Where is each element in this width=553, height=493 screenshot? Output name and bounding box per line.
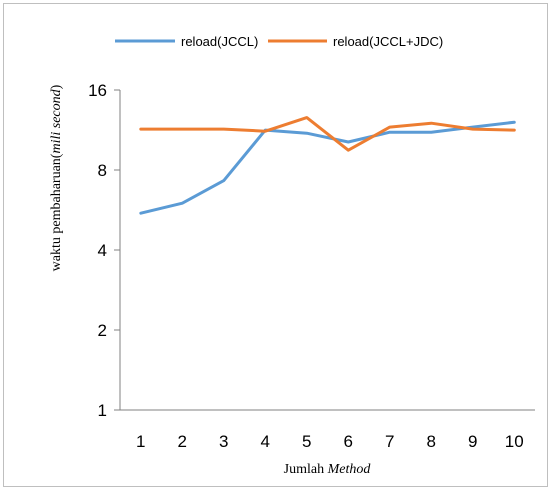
y-tick-label: 4 [98, 241, 107, 260]
y-axis-ticks: 1 2 4 8 16 [88, 81, 120, 420]
legend-label-reload-jccl-jdc: reload(JCCL+JDC) [333, 34, 443, 49]
series-lines [139, 116, 516, 215]
x-tick-label: 9 [468, 432, 477, 451]
x-tick-label: 7 [385, 432, 394, 451]
y-tick-label: 16 [88, 81, 107, 100]
x-tick-label: 2 [178, 432, 187, 451]
legend-label-reload-jccl: reload(JCCL) [181, 34, 258, 49]
y-tick-label: 1 [98, 401, 107, 420]
series-line-1 [139, 116, 516, 152]
y-tick-label: 2 [98, 321, 107, 340]
x-axis-ticks: 1 2 3 4 5 6 7 8 9 10 [136, 432, 524, 451]
x-tick-label: 3 [219, 432, 228, 451]
x-axis-title: Jumlah Method [284, 462, 372, 477]
x-tick-label: 5 [302, 432, 311, 451]
x-tick-label: 4 [261, 432, 270, 451]
x-tick-label: 6 [344, 432, 353, 451]
y-tick-label: 8 [98, 161, 107, 180]
x-tick-label: 1 [136, 432, 145, 451]
y-axis-title: waktu pembaharuan(mili second) [49, 84, 64, 271]
chart-frame [3, 3, 548, 487]
series-line-0 [139, 120, 516, 215]
x-tick-label: 10 [505, 432, 524, 451]
x-tick-label: 8 [427, 432, 436, 451]
legend: reload(JCCL) reload(JCCL+JDC) [115, 34, 443, 49]
